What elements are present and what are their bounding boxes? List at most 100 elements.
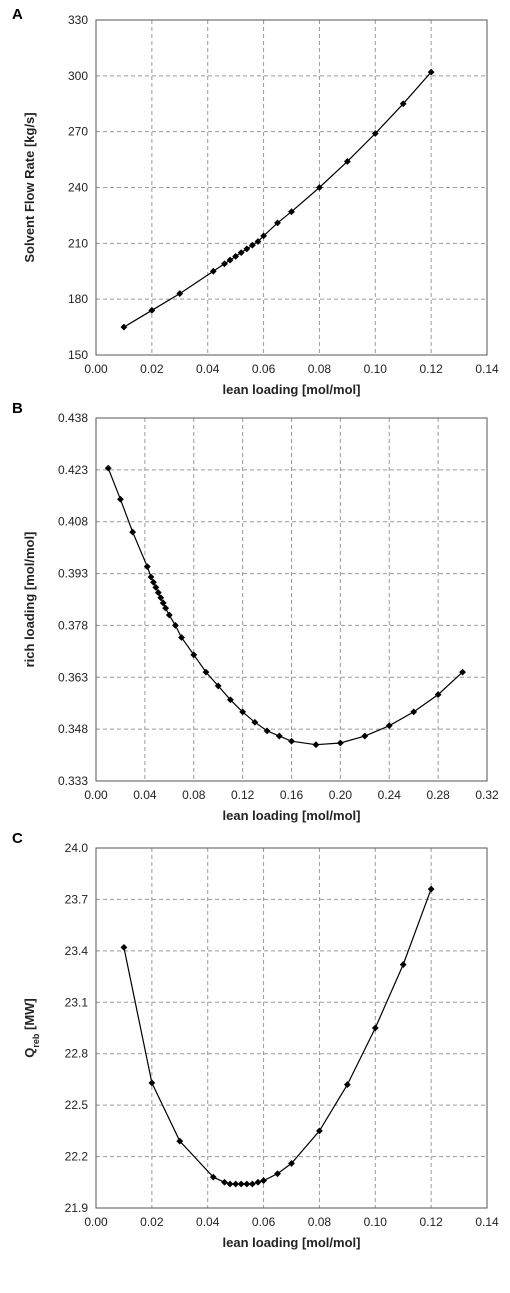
data-point	[147, 573, 155, 581]
data-point	[162, 604, 170, 612]
data-point	[120, 323, 128, 331]
chart-panel-a: A 0.00 0.02 0.04 0.06 0.08 0.10 0.12 0.14 150 180 2…	[12, 6, 499, 397]
data-point	[263, 727, 271, 735]
data-point	[274, 1170, 281, 1178]
x-tick-label: 0.00	[84, 1215, 108, 1229]
x-tick-label: 0.14	[475, 1215, 499, 1229]
data-point	[104, 464, 112, 472]
x-tick-label: 0.12	[419, 362, 443, 376]
data-point	[243, 1180, 251, 1188]
data-point	[288, 737, 295, 745]
data-point	[371, 130, 379, 137]
y-tick-label: 0.348	[58, 722, 88, 736]
data-point	[410, 708, 418, 716]
x-tick-label: 0.12	[419, 1215, 443, 1229]
data-point	[237, 249, 245, 257]
data-point	[361, 732, 369, 740]
y-tick-label: 23.4	[65, 944, 89, 958]
y-tick-label: 23.7	[65, 892, 89, 906]
y-tick-label: 270	[68, 125, 88, 139]
y-axis-label: rich loading [mol/mol]	[22, 532, 37, 668]
y-tick-label: 210	[68, 236, 88, 250]
data-point	[227, 696, 234, 704]
data-point	[343, 1081, 351, 1088]
x-tick-label: 0.16	[280, 788, 304, 802]
data-point	[226, 256, 234, 264]
panel-label: B	[12, 400, 23, 417]
y-tick-label: 21.9	[65, 1201, 89, 1215]
x-axis-label: lean loading [mol/mol]	[223, 1235, 361, 1250]
data-point	[316, 1127, 323, 1135]
data-point	[202, 668, 210, 676]
data-point	[275, 732, 283, 740]
x-tick-label: 0.06	[252, 1215, 276, 1229]
data-point	[143, 563, 151, 571]
data-point	[312, 741, 320, 749]
data-point	[254, 1178, 262, 1186]
y-tick-label: 22.2	[65, 1150, 89, 1164]
data-point	[249, 1180, 256, 1188]
y-tick-label: 0.408	[58, 515, 88, 529]
data-point	[226, 1180, 234, 1188]
data-point	[254, 238, 262, 245]
data-point	[148, 306, 156, 314]
data-point	[120, 944, 128, 951]
data-point	[385, 722, 393, 730]
y-tick-label: 240	[68, 181, 88, 195]
data-point	[232, 1180, 240, 1188]
data-point	[178, 634, 185, 641]
data-point	[214, 682, 222, 690]
data-point	[172, 622, 179, 629]
x-tick-label: 0.02	[140, 1215, 164, 1229]
x-tick-label: 0.10	[364, 362, 388, 376]
x-tick-label: 0.12	[231, 788, 255, 802]
data-point	[176, 290, 184, 297]
series-line	[123, 888, 432, 1185]
panel-label: C	[12, 830, 23, 847]
y-tick-label: 300	[68, 69, 88, 83]
x-tick-label: 0.08	[182, 788, 206, 802]
y-tick-label: 180	[68, 292, 88, 306]
data-point	[249, 241, 256, 249]
data-point	[159, 599, 167, 607]
data-point	[399, 961, 407, 968]
y-tick-label: 0.393	[58, 567, 88, 581]
y-axis-label: Qreb [MW]	[22, 998, 41, 1058]
y-tick-label: 23.1	[65, 995, 89, 1009]
y-tick-label: 150	[68, 348, 88, 362]
chart-panel-b: B 0.00 0.04 0.08 0.12 0.16 0.20 0.24 0.28 0.32 0.3…	[12, 400, 499, 823]
data-point	[459, 668, 466, 676]
y-tick-label: 24.0	[65, 841, 89, 855]
data-point	[150, 578, 157, 586]
data-point	[165, 611, 173, 619]
x-tick-label: 0.00	[84, 362, 108, 376]
data-point	[239, 708, 247, 716]
series-line	[123, 71, 432, 328]
data-point	[427, 68, 435, 76]
data-point	[190, 651, 198, 659]
data-point	[288, 208, 295, 216]
y-tick-label: 22.8	[65, 1047, 89, 1061]
data-point	[316, 184, 323, 191]
data-point	[129, 528, 137, 536]
data-point	[274, 219, 281, 227]
data-point	[221, 260, 228, 268]
y-tick-label: 0.363	[58, 670, 88, 684]
y-tick-label: 0.438	[58, 411, 88, 425]
y-tick-label: 0.423	[58, 463, 88, 477]
x-tick-label: 0.24	[378, 788, 402, 802]
data-point	[152, 584, 160, 591]
y-tick-label: 0.333	[58, 774, 88, 788]
x-tick-label: 0.06	[252, 362, 276, 376]
data-point	[209, 1173, 217, 1181]
data-point	[117, 495, 124, 503]
data-point	[232, 252, 240, 260]
data-point	[209, 267, 217, 275]
x-tick-label: 0.04	[196, 362, 220, 376]
x-axis-label: lean loading [mol/mol]	[223, 382, 361, 397]
plot-frame	[95, 417, 488, 782]
y-tick-label: 22.5	[65, 1098, 89, 1112]
data-point	[336, 739, 344, 747]
data-point	[176, 1137, 184, 1145]
